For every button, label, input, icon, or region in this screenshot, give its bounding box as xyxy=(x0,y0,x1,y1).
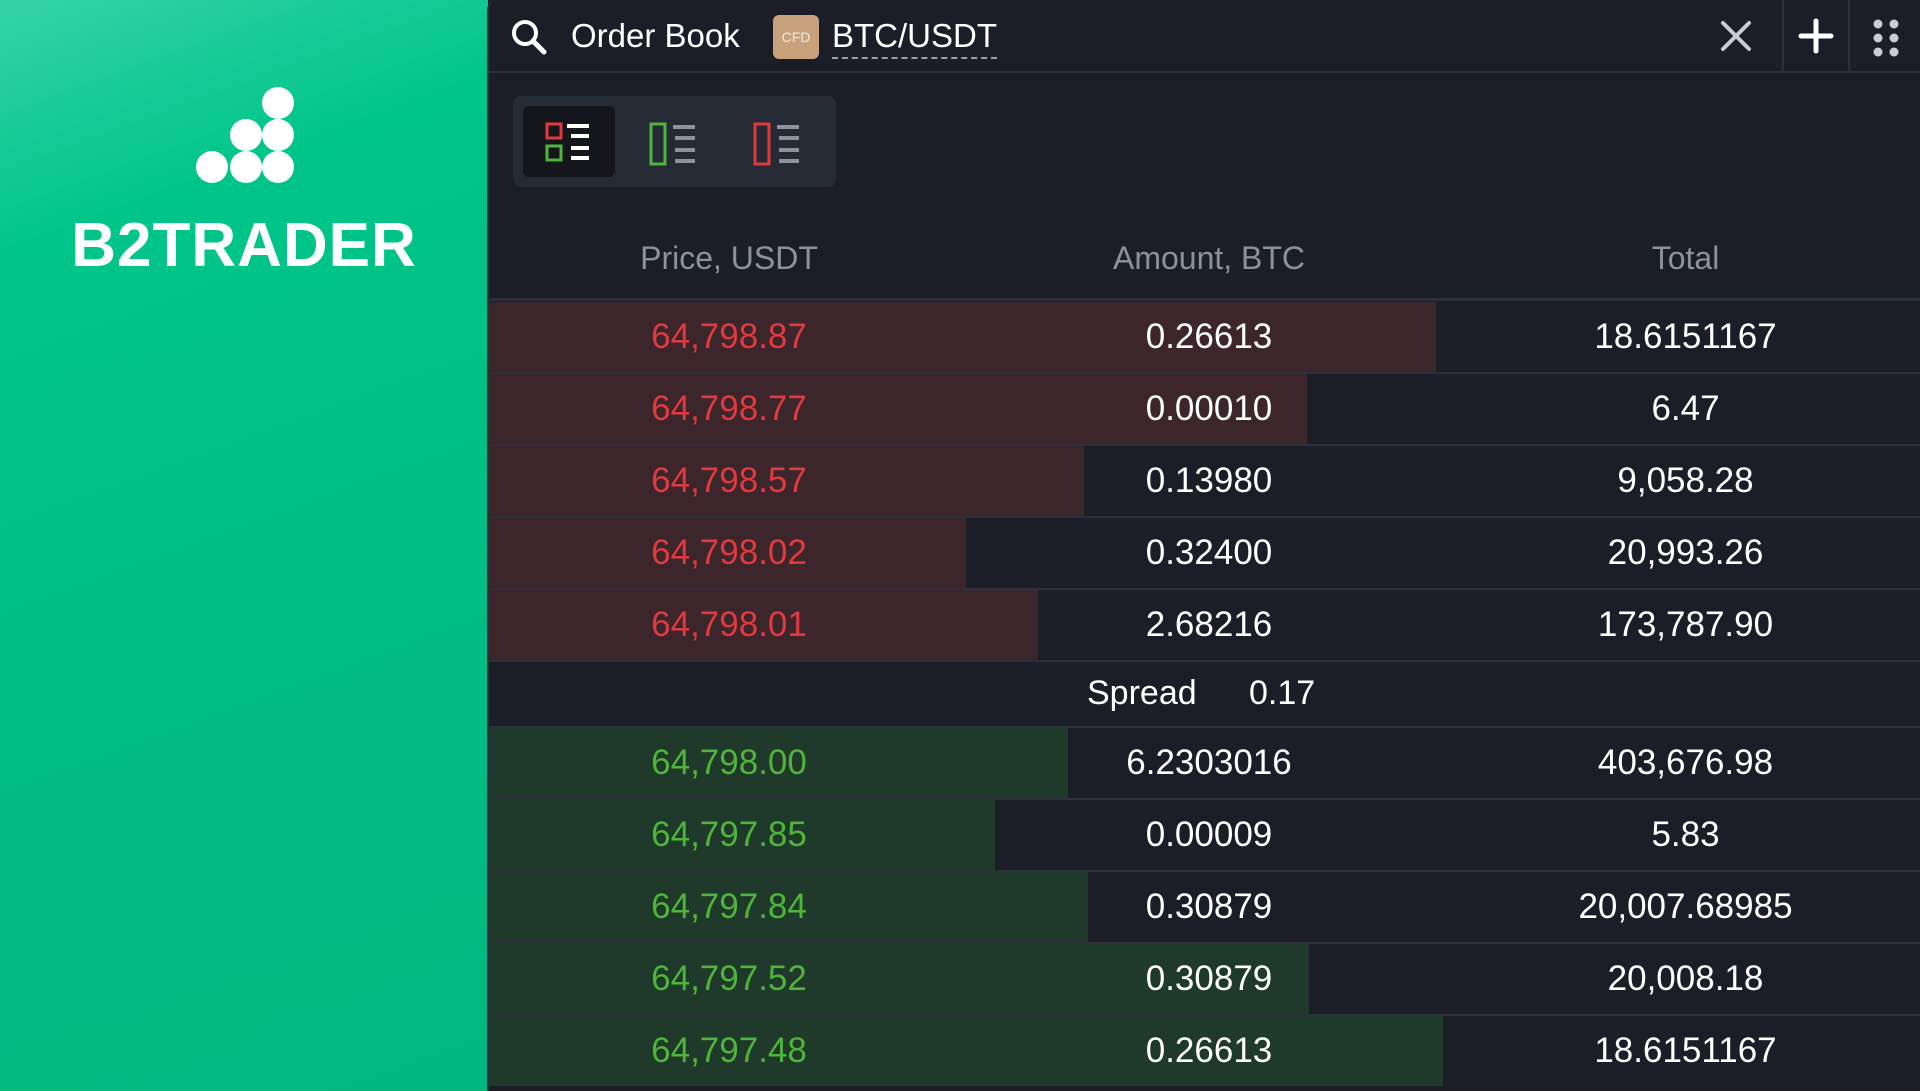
cfd-badge: CFD xyxy=(773,15,819,59)
column-header-total: Total xyxy=(1651,240,1720,276)
close-button[interactable] xyxy=(1714,14,1758,58)
brand-panel: B2TRADER xyxy=(0,0,488,1091)
ask-total: 6.47 xyxy=(1651,389,1720,428)
bid-total: 20,007.68985 xyxy=(1578,887,1793,926)
ask-price: 64,798.87 xyxy=(651,317,807,356)
bid-price: 64,797.48 xyxy=(651,1031,807,1070)
bid-depth-bar xyxy=(489,800,995,870)
asks-only-view-icon xyxy=(753,122,799,166)
spread-label: Spread xyxy=(1087,674,1197,712)
column-header-amount: Amount, BTC xyxy=(1112,240,1306,276)
ask-depth-bar xyxy=(489,302,1436,372)
ask-amount: 0.26613 xyxy=(1145,317,1273,356)
bid-row[interactable]: 64,798.00 6.2303016 403,676.98 xyxy=(489,728,1920,798)
b2trader-logo-icon xyxy=(190,85,300,185)
row-divider xyxy=(489,1014,1920,1016)
row-divider xyxy=(489,516,1920,518)
spread-row: Spread 0.17 xyxy=(489,660,1920,726)
bid-row[interactable]: 64,797.52 0.30879 20,008.18 xyxy=(489,944,1920,1014)
bid-amount: 0.26613 xyxy=(1145,1031,1273,1070)
spread-divider-bottom xyxy=(489,726,1920,728)
bid-total: 5.83 xyxy=(1651,815,1720,854)
ask-amount: 0.32400 xyxy=(1145,533,1273,572)
both-sides-view-icon xyxy=(545,122,589,162)
row-divider xyxy=(489,588,1920,590)
plus-icon xyxy=(1798,18,1834,54)
row-divider xyxy=(489,870,1920,872)
view-mode-toggle xyxy=(513,96,836,187)
bid-price: 64,797.84 xyxy=(651,887,807,926)
bid-price: 64,798.00 xyxy=(651,743,807,782)
bids-only-view-icon xyxy=(649,122,695,166)
view-both-sides-button[interactable] xyxy=(523,106,615,177)
bid-depth-bar xyxy=(489,944,1309,1014)
spread-value: 0.17 xyxy=(1249,674,1316,712)
ask-total: 18.6151167 xyxy=(1594,317,1777,356)
add-widget-button[interactable] xyxy=(1782,0,1850,72)
ask-row[interactable]: 64,798.87 0.26613 18.6151167 xyxy=(489,302,1920,372)
bid-price: 64,797.52 xyxy=(651,959,807,998)
ask-amount: 2.68216 xyxy=(1145,605,1273,644)
order-book-widget: Order Book CFD BTC/USDT xyxy=(487,0,1920,1091)
ask-amount: 0.13980 xyxy=(1145,461,1273,500)
ask-depth-bar xyxy=(489,446,1084,516)
widget-header: Order Book CFD BTC/USDT xyxy=(489,0,1920,73)
ask-depth-bar xyxy=(489,590,1038,660)
row-divider xyxy=(489,942,1920,944)
brand-name: B2TRADER xyxy=(71,211,417,280)
column-header-price: Price, USDT xyxy=(640,240,818,276)
bid-amount: 0.30879 xyxy=(1145,887,1273,926)
ask-price: 64,798.01 xyxy=(651,605,807,644)
instrument-selector[interactable]: BTC/USDT xyxy=(832,17,997,59)
ask-depth-bar xyxy=(489,374,1307,444)
close-icon xyxy=(1721,21,1751,51)
ask-amount: 0.00010 xyxy=(1145,389,1273,428)
bid-depth-bar xyxy=(489,872,1088,942)
search-icon[interactable] xyxy=(511,19,547,55)
row-divider xyxy=(489,798,1920,800)
ask-total: 9,058.28 xyxy=(1617,461,1754,500)
bid-depth-bar xyxy=(489,1016,1443,1086)
ask-price: 64,798.77 xyxy=(651,389,807,428)
column-headers: Price, USDT Amount, BTC Total xyxy=(489,230,1920,300)
bid-amount: 6.2303016 xyxy=(1126,743,1292,782)
bid-amount: 0.30879 xyxy=(1145,959,1273,998)
row-divider xyxy=(489,372,1920,374)
bid-row[interactable]: 64,797.84 0.30879 20,007.68985 xyxy=(489,872,1920,942)
bid-row[interactable]: 64,797.48 0.26613 18.6151167 xyxy=(489,1016,1920,1086)
bid-total: 20,008.18 xyxy=(1607,959,1764,998)
bid-price: 64,797.85 xyxy=(651,815,807,854)
ask-depth-bar xyxy=(489,518,966,588)
widget-menu-button[interactable] xyxy=(1850,0,1920,72)
header-divider xyxy=(489,298,1920,301)
bid-amount: 0.00009 xyxy=(1145,815,1273,854)
ask-price: 64,798.02 xyxy=(651,533,807,572)
ask-total: 20,993.26 xyxy=(1607,533,1764,572)
view-bids-only-button[interactable] xyxy=(627,106,719,177)
bid-depth-bar xyxy=(489,728,1068,798)
spread-divider-top xyxy=(489,660,1920,662)
ask-row[interactable]: 64,798.01 2.68216 173,787.90 xyxy=(489,590,1920,660)
bid-row[interactable]: 64,797.85 0.00009 5.83 xyxy=(489,800,1920,870)
bid-total: 18.6151167 xyxy=(1594,1031,1777,1070)
panel-title: Order Book xyxy=(571,17,740,54)
grid-dots-icon xyxy=(1873,19,1899,57)
ask-total: 173,787.90 xyxy=(1597,605,1774,644)
row-divider xyxy=(489,444,1920,446)
view-asks-only-button[interactable] xyxy=(731,106,823,177)
ask-price: 64,798.57 xyxy=(651,461,807,500)
bid-total: 403,676.98 xyxy=(1597,743,1774,782)
ask-row[interactable]: 64,798.02 0.32400 20,993.26 xyxy=(489,518,1920,588)
ask-row[interactable]: 64,798.57 0.13980 9,058.28 xyxy=(489,446,1920,516)
ask-row[interactable]: 64,798.77 0.00010 6.47 xyxy=(489,374,1920,444)
